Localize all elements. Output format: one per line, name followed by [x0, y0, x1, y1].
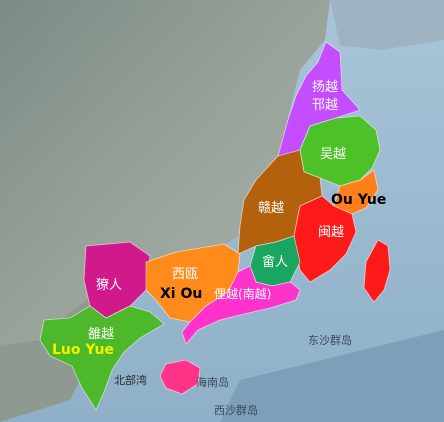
region-taiwan: [363, 239, 391, 303]
northeast-sea: [330, 0, 444, 50]
label-xisha: 西沙群岛: [214, 403, 258, 417]
inland-terrain: [0, 0, 330, 345]
label-li-yue: 俚越(南越): [214, 286, 271, 301]
label-hainan-island: 海南岛: [196, 375, 229, 389]
region-luo-yue: [39, 305, 165, 411]
label-beibu-bay: 北部湾: [114, 373, 147, 387]
label-dongsha: 东沙群岛: [308, 333, 352, 347]
label-xi-ou-en: Xi Ou: [160, 286, 202, 302]
label-wu-yue: 吴越: [320, 147, 346, 162]
region-hainan: [159, 359, 201, 395]
label-xi-ou: 西瓯: [172, 267, 198, 282]
label-luo-yue-en: Luo Yue: [52, 342, 114, 358]
deep-sea: [220, 330, 444, 422]
region-min-yue: [293, 195, 357, 283]
label-gan-yue: 赣越: [258, 201, 284, 216]
label-min-yue: 闽越: [318, 225, 344, 240]
label-she-ren: 畲人: [262, 254, 288, 270]
region-li-yue: [181, 265, 301, 345]
label-luo-yue: 雒越: [88, 326, 114, 342]
label-yang-yue: 扬越: [312, 80, 338, 95]
label-liao-ren: 獠人: [96, 277, 122, 293]
label-yang-yue-alt: 邗越: [312, 98, 338, 113]
label-ou-yue-en: Ou Yue: [331, 192, 386, 208]
